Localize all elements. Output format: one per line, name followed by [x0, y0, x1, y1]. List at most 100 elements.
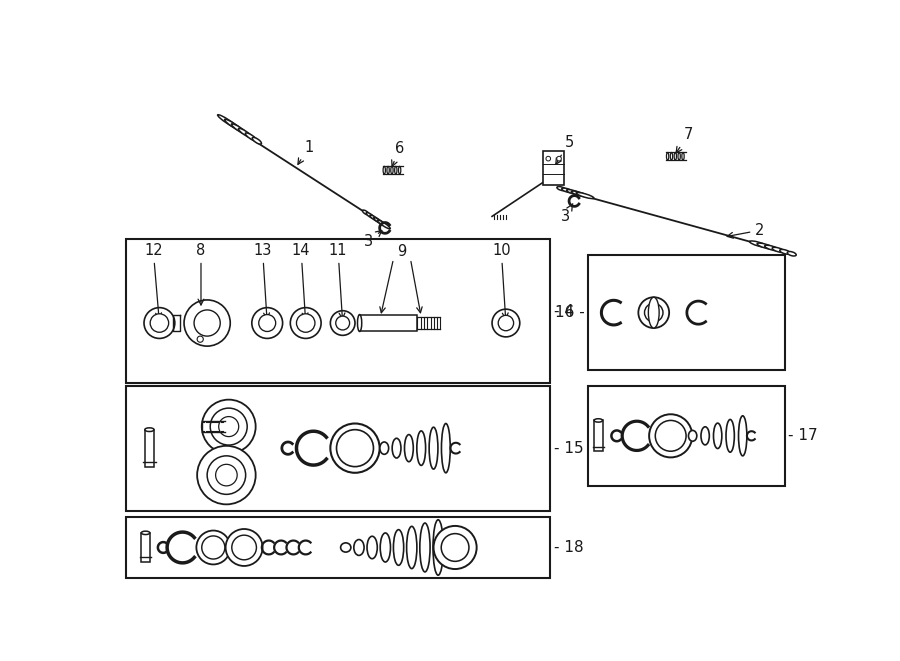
Ellipse shape — [374, 217, 385, 225]
Circle shape — [219, 416, 238, 437]
Ellipse shape — [433, 520, 444, 575]
Ellipse shape — [779, 249, 790, 254]
Ellipse shape — [714, 423, 722, 449]
Circle shape — [196, 531, 230, 564]
Circle shape — [655, 420, 686, 451]
Text: 1: 1 — [298, 139, 313, 165]
Ellipse shape — [399, 167, 400, 174]
Circle shape — [638, 297, 669, 328]
Bar — [589, 386, 785, 486]
Bar — [543, 151, 564, 185]
Ellipse shape — [407, 526, 417, 568]
Ellipse shape — [429, 427, 438, 469]
Ellipse shape — [674, 153, 677, 160]
Ellipse shape — [442, 424, 450, 473]
Ellipse shape — [750, 241, 768, 247]
Circle shape — [216, 464, 238, 486]
Text: 7: 7 — [676, 128, 693, 153]
Bar — [594, 420, 602, 451]
Circle shape — [150, 314, 168, 332]
Ellipse shape — [562, 188, 572, 192]
Text: 2: 2 — [727, 223, 765, 238]
Text: - 15: - 15 — [554, 441, 583, 455]
Ellipse shape — [682, 153, 684, 160]
Bar — [126, 386, 550, 510]
Circle shape — [144, 307, 175, 338]
Circle shape — [330, 311, 355, 335]
Text: 11: 11 — [328, 243, 347, 319]
Ellipse shape — [667, 153, 669, 160]
Ellipse shape — [572, 191, 587, 196]
Bar — [589, 255, 785, 370]
Ellipse shape — [252, 137, 262, 144]
Circle shape — [252, 307, 283, 338]
Circle shape — [337, 430, 374, 467]
Circle shape — [336, 316, 349, 330]
Ellipse shape — [394, 167, 397, 174]
Ellipse shape — [566, 190, 580, 194]
Ellipse shape — [391, 167, 393, 174]
Text: - 4: - 4 — [554, 304, 573, 319]
Circle shape — [226, 529, 263, 566]
Circle shape — [441, 533, 469, 561]
Ellipse shape — [557, 186, 566, 191]
Circle shape — [232, 535, 256, 560]
Circle shape — [291, 307, 321, 338]
Circle shape — [197, 446, 256, 504]
Ellipse shape — [340, 543, 351, 552]
Circle shape — [649, 414, 692, 457]
Ellipse shape — [224, 119, 243, 132]
Bar — [145, 430, 154, 467]
Circle shape — [296, 314, 315, 332]
Text: 6: 6 — [392, 141, 404, 167]
Text: 16 -: 16 - — [554, 305, 584, 320]
Circle shape — [184, 300, 230, 346]
Text: 3: 3 — [364, 231, 382, 249]
Ellipse shape — [772, 247, 785, 253]
Ellipse shape — [366, 213, 374, 218]
Circle shape — [644, 303, 663, 322]
Text: 12: 12 — [144, 243, 163, 319]
Ellipse shape — [594, 418, 602, 422]
Ellipse shape — [739, 416, 747, 456]
Bar — [360, 315, 418, 332]
Ellipse shape — [231, 124, 248, 135]
Ellipse shape — [370, 215, 380, 222]
Circle shape — [197, 336, 203, 342]
Ellipse shape — [765, 245, 778, 251]
Ellipse shape — [380, 442, 389, 454]
Circle shape — [434, 526, 477, 569]
Ellipse shape — [367, 536, 377, 559]
Text: 14: 14 — [292, 243, 310, 319]
Ellipse shape — [354, 539, 364, 555]
Text: - 18: - 18 — [554, 540, 583, 555]
Ellipse shape — [246, 133, 256, 141]
Ellipse shape — [726, 420, 734, 452]
Circle shape — [546, 156, 551, 161]
Ellipse shape — [757, 243, 773, 249]
Ellipse shape — [576, 192, 594, 198]
Circle shape — [557, 156, 562, 161]
Ellipse shape — [377, 220, 391, 229]
Ellipse shape — [357, 315, 362, 332]
Ellipse shape — [788, 252, 796, 256]
Ellipse shape — [363, 210, 369, 215]
Ellipse shape — [392, 438, 401, 458]
Ellipse shape — [393, 529, 404, 565]
Bar — [126, 239, 550, 383]
Circle shape — [202, 536, 225, 559]
Ellipse shape — [380, 533, 391, 562]
Text: 9: 9 — [397, 243, 407, 258]
Ellipse shape — [238, 128, 252, 138]
Text: 5: 5 — [556, 135, 573, 165]
Circle shape — [207, 456, 246, 494]
Ellipse shape — [145, 428, 154, 432]
Ellipse shape — [387, 167, 390, 174]
Ellipse shape — [701, 427, 709, 445]
Ellipse shape — [383, 167, 385, 174]
Ellipse shape — [678, 153, 680, 160]
Ellipse shape — [648, 297, 659, 328]
Bar — [126, 517, 550, 578]
Text: 3: 3 — [561, 204, 572, 224]
Circle shape — [330, 424, 380, 473]
